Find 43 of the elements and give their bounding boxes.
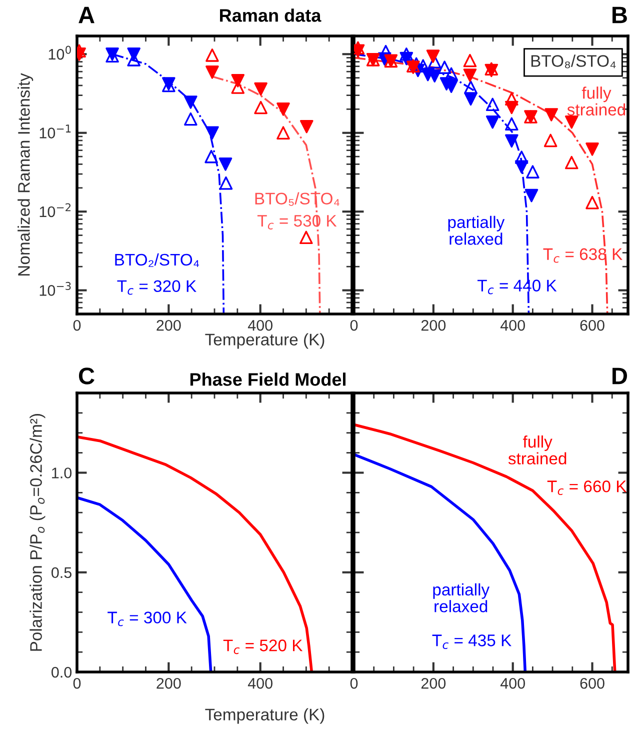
x-tick-label: 400 (248, 678, 272, 689)
y-tick-label: 0.5 (52, 567, 72, 578)
x-axis-title: Temperature (K) (205, 333, 324, 349)
text: C (78, 368, 94, 384)
y-axis-title: Nomalized Raman Intensity (18, 73, 34, 276)
x-tick-label: 400 (500, 320, 525, 331)
annotation: T$_{c}$ = 300 K (108, 612, 187, 626)
x-axis-title: Temperature (K) (205, 708, 324, 724)
text: A (78, 6, 94, 24)
annotation: T$_{c}$ = 320 K (117, 280, 196, 295)
x-tick-label: 0 (350, 678, 358, 689)
annotation: T$_{c}$ = 440 K (477, 280, 557, 294)
x-tick-label: 200 (156, 678, 181, 689)
y-tick-label: 0.0 (52, 666, 72, 678)
chart-title: Raman data (220, 8, 322, 22)
y-tick-label: 10$^{−2}$ (40, 203, 71, 218)
x-tick-label: 400 (248, 320, 272, 331)
annotation: BTO₈/STO₄ (531, 54, 616, 68)
x-tick-label: 200 (421, 320, 446, 331)
y-tick-label: 10$^{0}$ (48, 46, 71, 60)
x-tick-label: 200 (156, 320, 181, 331)
annotation: T$_{c}$ = 520 K (223, 640, 303, 654)
series-label: partially relaxed (433, 583, 490, 612)
x-tick-label: 400 (500, 678, 525, 689)
y-axis-title: Polarization P/P$_{o}$ (P$_{o}$=0.26C/m²) (30, 414, 46, 651)
y-tick-label: 10$^{−3}$ (40, 282, 71, 296)
y-tick-label: 1.0 (52, 468, 72, 478)
x-tick-label: 600 (580, 678, 604, 689)
annotation: T$_{c}$ = 435 K (432, 634, 512, 650)
series-label: BTO₂/STO₄ (115, 253, 200, 267)
chart-title: Phase Field Model (190, 372, 346, 386)
text: B (612, 6, 627, 24)
y-tick-label: 10$^{−1}$ (40, 124, 71, 138)
x-tick-label: 0 (350, 320, 358, 331)
x-tick-label: 0 (73, 320, 81, 331)
annotation: T$_{c}$ = 660 K (547, 480, 627, 496)
text: D (612, 368, 628, 384)
x-tick-label: 0 (73, 678, 81, 689)
series-label: partially relaxed (448, 216, 505, 245)
x-tick-label: 600 (580, 320, 604, 331)
series-label: fully strained (508, 435, 566, 464)
series-label: fully strained (567, 86, 626, 116)
x-tick-label: 200 (421, 678, 446, 689)
